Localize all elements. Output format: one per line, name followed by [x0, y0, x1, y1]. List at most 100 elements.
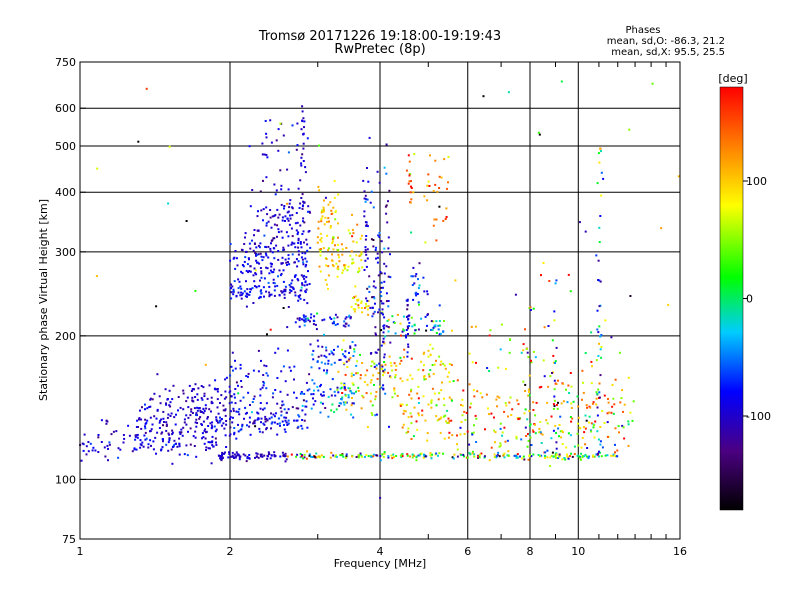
echo-point [372, 239, 375, 241]
echo-point [352, 355, 355, 357]
echo-point [344, 317, 347, 320]
echo-point [418, 262, 421, 265]
echo-point [368, 285, 371, 288]
echo-point [230, 283, 233, 286]
echo-point [599, 335, 602, 338]
echo-point [561, 431, 564, 434]
echo-point [448, 431, 451, 434]
echo-point [205, 449, 207, 451]
echo-point [576, 395, 579, 398]
echo-point [332, 454, 335, 457]
echo-point [83, 433, 86, 436]
echo-point [365, 253, 368, 256]
echo-point [210, 396, 213, 399]
echo-point [437, 398, 440, 401]
echo-point [342, 339, 345, 342]
echo-point [267, 256, 270, 259]
echo-point [138, 418, 141, 421]
echo-point [210, 441, 213, 444]
echo-point [256, 215, 259, 218]
echo-point [285, 458, 288, 461]
echo-point [551, 372, 553, 374]
echo-point [382, 384, 385, 387]
echo-point [340, 382, 343, 385]
echo-point [418, 454, 421, 457]
echo-point [162, 438, 164, 441]
echo-point [323, 369, 325, 372]
echo-point [330, 409, 333, 412]
echo-point [294, 274, 297, 277]
echo-point [281, 291, 284, 294]
echo-point [100, 419, 103, 422]
echo-point [554, 360, 557, 363]
echo-point [303, 298, 306, 301]
echo-point [534, 432, 537, 435]
echo-point [364, 374, 367, 377]
echo-point [321, 402, 324, 405]
echo-point [234, 359, 236, 362]
echo-point [232, 288, 235, 291]
echo-point [239, 285, 242, 288]
echo-point [552, 403, 555, 406]
echo-point [238, 413, 241, 416]
echo-point [222, 422, 225, 425]
echo-point [164, 388, 167, 391]
echo-point [279, 407, 282, 409]
echo-point [611, 384, 614, 386]
echo-point [301, 110, 304, 113]
echo-point [87, 441, 90, 443]
echo-point [332, 320, 335, 323]
echo-point [235, 257, 238, 260]
echo-point [253, 267, 256, 270]
echo-point [384, 363, 387, 366]
echo-point [510, 414, 513, 416]
echo-point [529, 423, 532, 426]
echo-point [301, 318, 303, 321]
echo-point [407, 333, 409, 335]
echo-point [360, 234, 363, 237]
echo-point [272, 281, 275, 284]
echo-point [604, 454, 607, 457]
echo-point [152, 440, 155, 443]
echo-point [477, 455, 479, 458]
echo-point [593, 436, 596, 439]
echo-point [286, 217, 289, 220]
echo-point [600, 356, 603, 359]
echo-point [192, 400, 195, 403]
echo-point [319, 249, 322, 252]
echo-point [365, 305, 368, 308]
echo-point [304, 166, 307, 169]
echo-point [338, 359, 341, 361]
echo-point [301, 409, 304, 412]
echo-point [385, 204, 388, 207]
echo-point [371, 296, 374, 299]
echo-point [577, 405, 580, 408]
echo-point [302, 399, 305, 402]
echo-point [280, 188, 283, 191]
echo-point [214, 430, 217, 433]
echo-point [261, 142, 264, 145]
echo-point [408, 325, 411, 327]
echo-point [423, 351, 426, 354]
echo-point [224, 408, 227, 411]
echo-point [209, 441, 212, 444]
echo-point [612, 412, 615, 415]
echo-point [115, 430, 118, 433]
echo-point [150, 444, 152, 447]
echo-point [429, 369, 432, 371]
echo-point [597, 331, 600, 334]
echo-point [401, 426, 404, 429]
echo-point [612, 453, 615, 456]
echo-point [560, 80, 563, 83]
echo-point [91, 449, 94, 452]
echo-point [324, 279, 327, 281]
echo-point [387, 305, 390, 308]
echo-point [566, 401, 569, 404]
echo-point [524, 383, 527, 386]
echo-point [317, 345, 320, 348]
echo-point [288, 223, 291, 226]
echo-point [303, 453, 306, 456]
echo-point [415, 291, 418, 294]
echo-point [266, 419, 269, 422]
echo-point [466, 456, 469, 459]
